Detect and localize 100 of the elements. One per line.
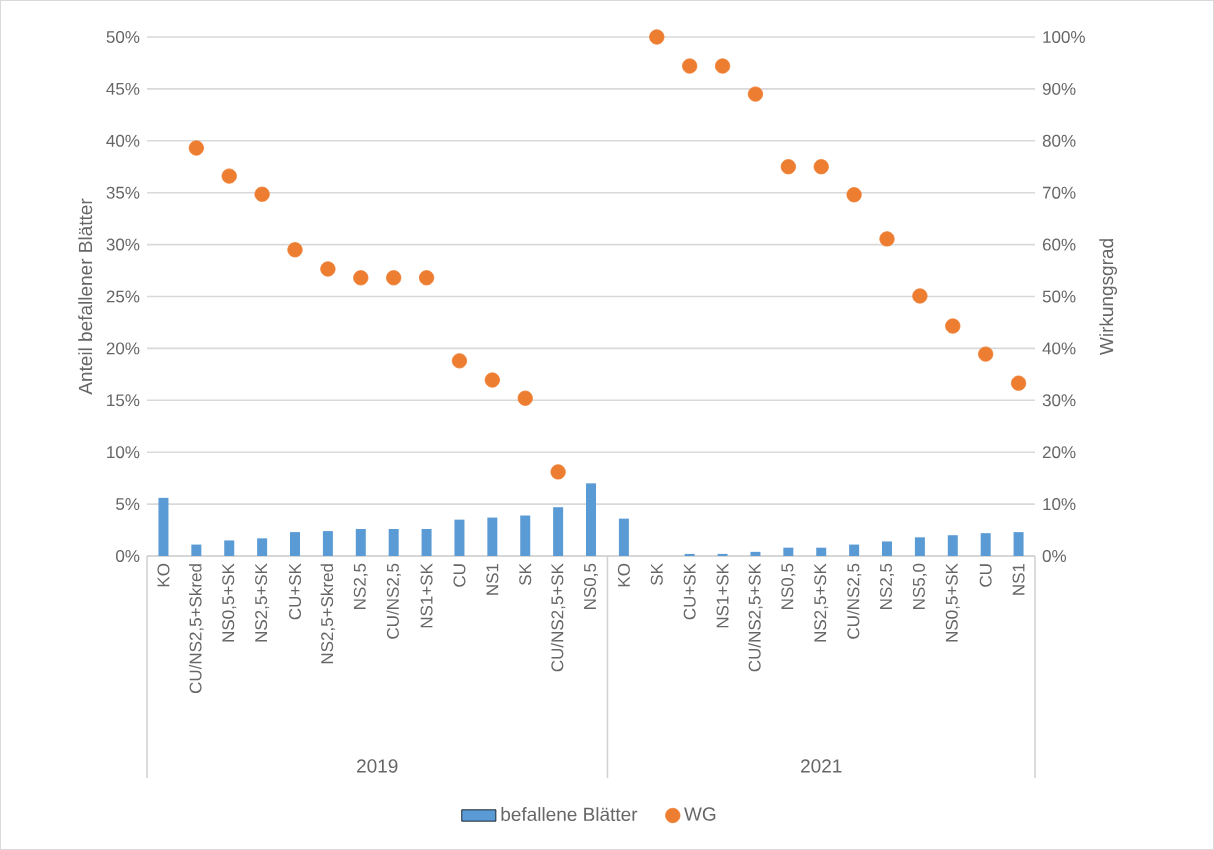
x-tick-label: NS1+SK (420, 563, 433, 628)
x-tick-label: NS0,5+SK (945, 563, 960, 642)
y-tick-label: 5% (116, 498, 140, 511)
y-tick-label: 0% (116, 549, 140, 562)
legend-label: WG (684, 807, 716, 821)
point (353, 270, 369, 286)
y-tick-label: 30% (106, 238, 140, 251)
bar (355, 529, 366, 556)
point (484, 372, 500, 388)
text: 2021 (801, 759, 842, 773)
x-tick-label: CU/NS2,5 (846, 563, 862, 639)
y-tick-label: 50% (106, 30, 140, 43)
point (945, 318, 961, 334)
point (813, 159, 829, 175)
x-tick-label: NS1 (486, 563, 499, 595)
x-tick-label: NS1 (1012, 563, 1025, 595)
x-tick-label: CU+SK (683, 563, 696, 620)
x-tick-label: CU (979, 564, 992, 587)
bar (684, 553, 695, 556)
x-tick-label: NS2,5 (880, 563, 895, 609)
point (550, 464, 566, 480)
bar (914, 537, 925, 556)
point (714, 58, 731, 74)
point (418, 270, 435, 286)
bar (158, 497, 169, 556)
bar (947, 535, 958, 556)
x-tick-label: NS0,5+SK (222, 563, 237, 642)
point (254, 186, 270, 202)
y2-axis-title: Wirkungsgrad (1099, 239, 1118, 355)
y2-tick-label: 40% (1042, 342, 1076, 355)
x-tick-label: CU/NS2,5+SK (748, 563, 763, 672)
point (451, 353, 468, 369)
y2-tick-label: 50% (1042, 290, 1076, 303)
y2-tick-label: 90% (1042, 82, 1076, 95)
bar (224, 540, 235, 556)
bar (322, 531, 333, 556)
point (978, 346, 994, 362)
bar (816, 547, 827, 556)
bar (783, 547, 794, 556)
bar (980, 533, 991, 556)
y-tick-label: 15% (107, 394, 140, 407)
point (221, 168, 237, 184)
y2-tick-label: 20% (1042, 446, 1076, 459)
x-tick-label: NS2,5+SK (255, 563, 270, 642)
x-tick-label: NS1+SK (716, 563, 729, 628)
point (320, 261, 336, 277)
y-tick-label: 20% (106, 342, 140, 355)
point (517, 390, 533, 406)
bar (717, 553, 728, 556)
point (912, 288, 928, 304)
y2-tick-label: 0% (1042, 549, 1067, 562)
y-tick-label: 40% (106, 134, 140, 147)
point (846, 187, 862, 203)
y-tick-label: 35% (106, 186, 140, 199)
bar (290, 532, 301, 556)
bar (750, 551, 761, 556)
x-tick-label: CU/NS2,5 (386, 563, 401, 639)
y2-tick-label: 60% (1042, 238, 1076, 251)
x-tick-label: CU (453, 564, 466, 587)
y-axis-title: Anteil befallener Blätter (78, 198, 93, 395)
x-tick-label: NS0,5 (781, 563, 796, 609)
y2-tick-label: 100% (1043, 30, 1085, 43)
bar (586, 483, 597, 556)
y2-tick-label: 70% (1042, 186, 1076, 199)
y-tick-label: 45% (106, 82, 140, 95)
point (287, 242, 303, 258)
point (386, 270, 402, 286)
x-tick-label: NS0,5 (584, 563, 599, 609)
text: 2019 (357, 759, 398, 773)
bar (454, 519, 465, 556)
bar (553, 507, 564, 556)
legend-label: befallene Blätter (501, 807, 638, 822)
x-tick-label: KO (617, 563, 630, 587)
point (747, 86, 764, 102)
point (188, 140, 204, 156)
x-tick-label: NS2,5+Skred (320, 564, 336, 664)
bar (882, 541, 893, 556)
point (879, 231, 895, 247)
x-tick-label: NS2,5 (353, 563, 368, 609)
y2-tick-label: 10% (1043, 498, 1076, 511)
x-tick-label: CU/NS2,5+SK (550, 563, 566, 672)
bar (520, 515, 531, 556)
bar (257, 538, 268, 556)
bar (618, 518, 629, 556)
bar (849, 544, 860, 556)
bar (1013, 532, 1024, 556)
x-tick-label: NS5,0 (912, 563, 927, 609)
point (1010, 375, 1027, 391)
x-tick-label: NS2,5+SK (814, 563, 829, 642)
x-tick-label: SK (650, 563, 663, 585)
y2-tick-label: 30% (1042, 394, 1076, 407)
y-tick-label: 25% (106, 290, 140, 303)
point (682, 58, 698, 74)
x-tick-label: CU+SK (289, 563, 302, 620)
x-tick-label: SK (519, 563, 532, 585)
bar (191, 544, 202, 556)
x-tick-label: CU/NS2,5+Skred (189, 564, 204, 694)
point (780, 159, 796, 175)
y2-tick-label: 80% (1042, 134, 1076, 147)
point (649, 29, 665, 45)
